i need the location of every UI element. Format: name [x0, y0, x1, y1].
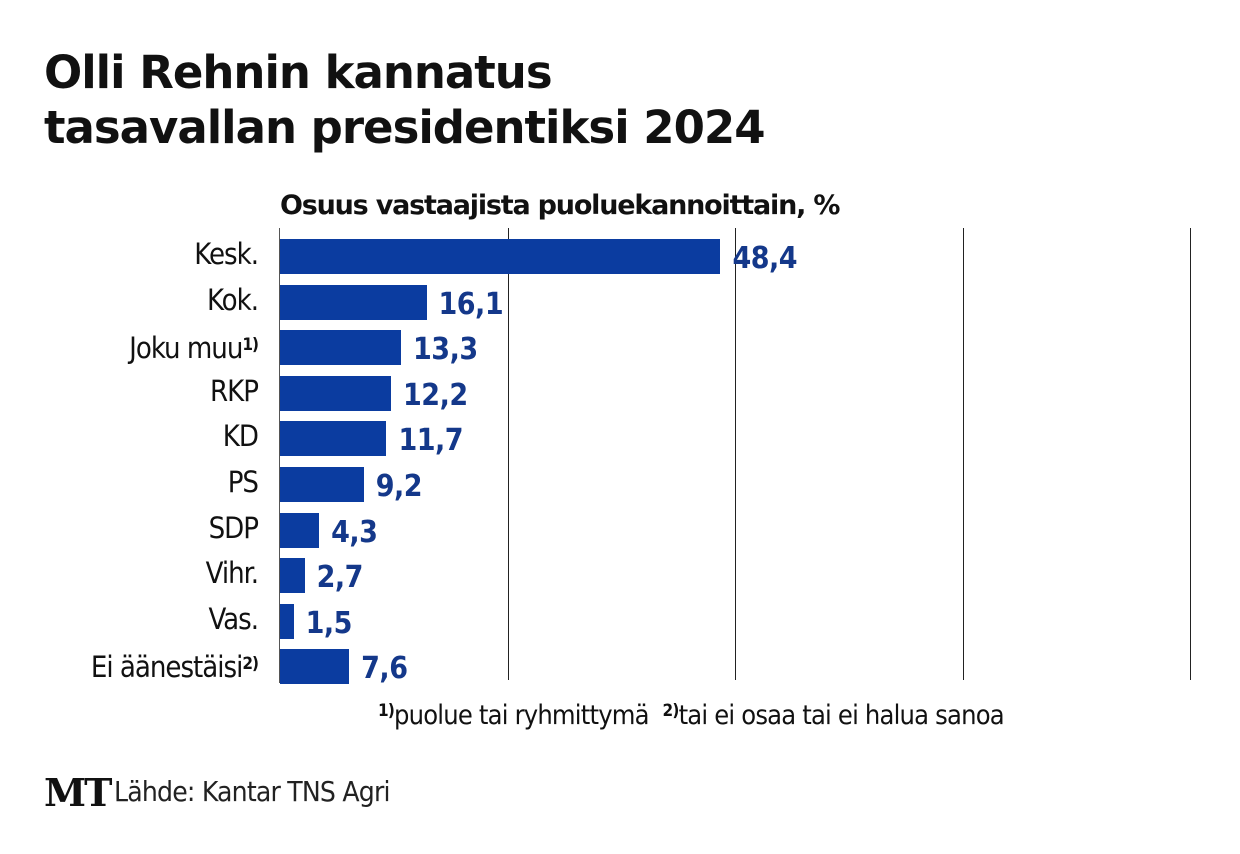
bar	[280, 285, 427, 320]
bar	[280, 649, 350, 684]
category-label-text: PS	[227, 465, 259, 499]
category-label-text: Vihr.	[205, 556, 259, 590]
category-label-text: SDP	[208, 511, 259, 545]
category-footnote-marker: 1)	[242, 335, 259, 355]
value-label: 11,7	[398, 423, 464, 458]
category-label-text: Kesk.	[194, 237, 259, 271]
gridline	[508, 228, 509, 680]
category-label: Vihr.	[205, 556, 259, 591]
bar	[280, 467, 364, 502]
category-label-text: Kok.	[206, 283, 259, 317]
bar	[280, 376, 392, 411]
mt-logo: MT	[44, 770, 112, 815]
gridline	[963, 228, 964, 680]
value-label: 2,7	[316, 560, 364, 595]
category-label: Kok.	[206, 283, 259, 318]
gridline	[735, 228, 736, 680]
bar	[280, 330, 402, 365]
category-label-text: Ei äänestäisi	[90, 650, 243, 684]
chart-title-line1: Olli Rehnin kannatus	[44, 46, 553, 99]
value-label: 1,5	[305, 606, 353, 641]
y-axis-line	[279, 228, 280, 683]
bar	[280, 558, 305, 593]
category-label: SDP	[208, 511, 259, 546]
footnote-marker-1: 1)	[378, 701, 395, 721]
category-label-text: Vas.	[208, 602, 259, 636]
category-label: Kesk.	[194, 237, 259, 272]
category-label: RKP	[210, 374, 259, 409]
value-label: 48,4	[732, 241, 798, 276]
value-label: 4,3	[331, 515, 378, 550]
category-label-text: Joku muu	[129, 331, 243, 365]
bar	[280, 513, 320, 548]
chart-subtitle: Osuus vastaajista puoluekannoittain, %	[280, 190, 840, 221]
footnote-text-1: puolue tai ryhmittymä	[394, 700, 649, 731]
category-label-text: RKP	[210, 374, 259, 408]
category-label: PS	[227, 465, 259, 500]
category-footnote-marker: 2)	[242, 654, 259, 674]
category-label: KD	[222, 419, 259, 454]
bar	[280, 421, 387, 456]
gridline	[1190, 228, 1191, 680]
value-label: 7,6	[361, 651, 408, 686]
category-label: Joku muu1)	[129, 328, 259, 366]
chart-title-line2: tasavallan presidentiksi 2024	[44, 101, 766, 154]
value-label: 16,1	[438, 287, 504, 322]
value-label: 9,2	[375, 469, 423, 504]
category-label-text: KD	[222, 419, 259, 453]
footnotes: 1)puolue tai ryhmittymä 2)tai ei osaa ta…	[378, 700, 1005, 731]
category-label: Vas.	[208, 602, 259, 637]
value-label: 12,2	[403, 378, 468, 413]
bar	[280, 239, 721, 274]
footnote-marker-2: 2)	[662, 701, 680, 721]
value-label: 13,3	[413, 332, 478, 367]
category-label: Ei äänestäisi2)	[90, 647, 259, 685]
source-text: Lähde: Kantar TNS Agri	[114, 775, 391, 808]
footnote-text-2: tai ei osaa tai ei halua sanoa	[678, 700, 1005, 731]
bar	[280, 604, 294, 639]
